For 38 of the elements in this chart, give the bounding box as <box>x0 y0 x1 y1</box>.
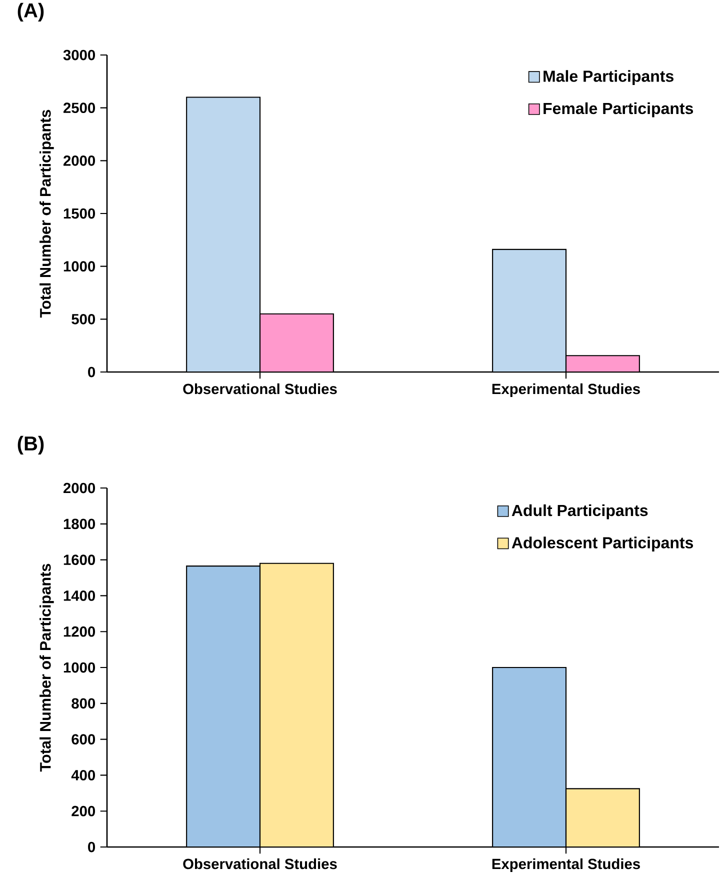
y-tick-label: 3000 <box>63 50 96 60</box>
y-tick-label: 1400 <box>64 590 96 601</box>
y-tick-label: 1500 <box>64 208 96 219</box>
y-tick-label: 2000 <box>63 156 96 166</box>
chart-title: (B) <box>18 436 44 454</box>
y-tick-label: 1600 <box>64 554 96 566</box>
y-tick-label: 600 <box>72 734 96 745</box>
bar <box>259 313 334 372</box>
chart-title: (A) <box>18 2 44 22</box>
y-axis-title: Total Number of Participants <box>40 110 54 318</box>
legend-label: Adult Participants <box>512 504 648 520</box>
bar <box>492 248 567 372</box>
bar <box>259 562 334 848</box>
legend-label: Adolescent Participants <box>512 536 694 552</box>
legend-label: Female Participants <box>544 102 694 118</box>
y-tick-label: 500 <box>72 314 96 324</box>
bar <box>186 566 261 848</box>
x-tick-label: Experimental Studies <box>492 383 640 398</box>
x-tick-label: Experimental Studies <box>492 858 640 872</box>
y-tick-label: 0 <box>88 842 96 852</box>
y-tick-label: 1200 <box>64 626 96 637</box>
bar <box>186 96 261 372</box>
y-tick-label: 1800 <box>64 518 96 530</box>
y-tick-label: 200 <box>72 806 96 816</box>
bar <box>565 355 640 372</box>
y-tick-label: 400 <box>71 770 96 780</box>
y-tick-label: 1000 <box>64 261 96 272</box>
y-tick-label: 800 <box>72 698 96 709</box>
bar <box>492 666 567 848</box>
y-tick-label: 1000 <box>64 662 96 673</box>
legend-label: Male Participants <box>544 70 674 86</box>
x-tick-label: Observational Studies <box>183 383 337 394</box>
y-axis-title: Total Number of Participants <box>40 564 54 772</box>
y-tick-label: 2000 <box>63 482 96 494</box>
bar <box>565 788 640 848</box>
y-tick-label: 0 <box>88 366 96 378</box>
x-tick-label: Observational Studies <box>183 858 337 870</box>
y-tick-label: 2500 <box>63 102 96 114</box>
